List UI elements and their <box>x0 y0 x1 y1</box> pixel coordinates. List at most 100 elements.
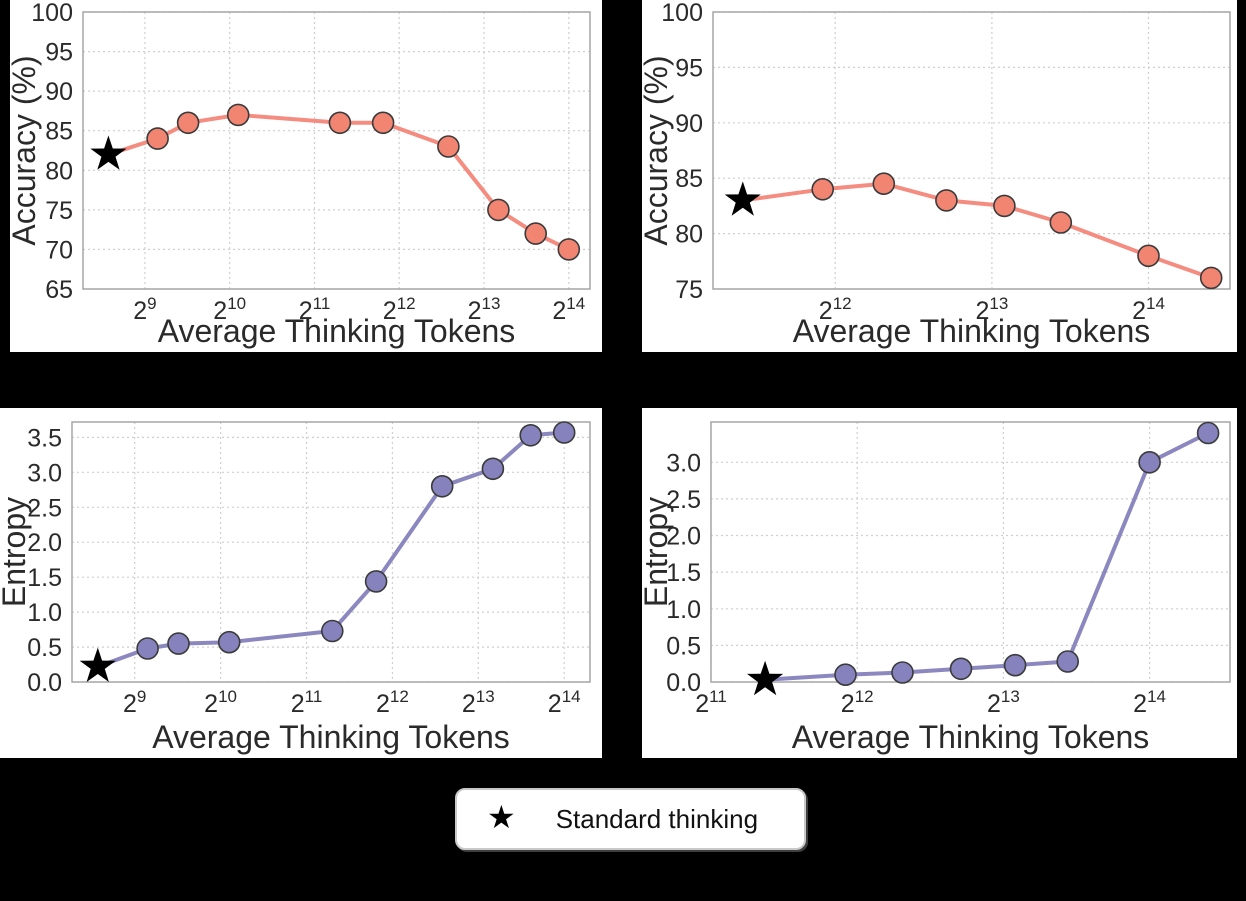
x-tick-label: 214 <box>548 687 581 718</box>
data-point-marker <box>811 178 834 201</box>
star-marker <box>79 647 116 682</box>
data-point-marker <box>487 198 510 222</box>
x-tick-label: 212 <box>376 687 409 718</box>
y-tick-label: 75 <box>675 276 703 304</box>
y-tick-label: 2.0 <box>666 523 701 551</box>
y-tick-label: 75 <box>45 197 73 225</box>
data-point-marker <box>226 103 250 127</box>
data-point-marker <box>437 135 460 158</box>
x-tick-label: 210 <box>204 687 237 718</box>
data-point-marker <box>364 570 388 593</box>
y-tick-label: 1.0 <box>666 596 701 624</box>
data-point-marker <box>430 475 454 498</box>
y-tick-label: 80 <box>45 157 73 185</box>
y-tick-label: 90 <box>675 110 703 138</box>
y-tick-label: 2.5 <box>666 486 701 514</box>
x-tick-label: 211 <box>695 687 727 718</box>
data-point-marker <box>136 637 159 660</box>
axes-spines <box>710 421 1231 683</box>
data-point-marker <box>1196 421 1220 445</box>
y-tick-label: 1.5 <box>666 559 701 587</box>
x-tick-label: 211 <box>299 294 331 325</box>
x-tick-label: 214 <box>1133 687 1166 718</box>
x-tick-label: 213 <box>975 294 1008 325</box>
x-tick-label: 29 <box>123 687 146 718</box>
y-tick-label: 0.0 <box>666 669 701 697</box>
series-line <box>95 430 567 669</box>
y-axis-label: Accuracy (%) <box>10 55 42 245</box>
x-tick-label: 213 <box>462 687 495 718</box>
data-point-marker <box>176 111 200 135</box>
y-tick-label: 3.5 <box>27 424 62 452</box>
data-point-marker <box>167 632 190 655</box>
data-point-marker <box>524 222 548 245</box>
x-tick-label: 211 <box>291 687 323 718</box>
y-tick-label: 3.0 <box>666 449 701 477</box>
chart-panel-entropy-left: 29 210 211 212 213 214 0.0 0.5 1.0 1.5 2.0 2.5 3.0 3.… <box>0 408 602 758</box>
entropy-left-chart: 29 210 211 212 213 214 0.0 0.5 1.0 1.5 2.0 2.5 3.0 3.… <box>0 421 591 755</box>
y-axis-label: Entropy <box>0 497 32 607</box>
axes-spines <box>712 11 1231 290</box>
data-point-marker <box>1003 653 1027 677</box>
star-icon: ★ <box>487 799 516 835</box>
y-axis-label: Accuracy (%) <box>642 55 674 245</box>
data-point-marker <box>519 423 543 447</box>
x-tick-label: 214 <box>552 294 585 325</box>
legend-label: Standard thinking <box>555 803 759 834</box>
chart-panel-accuracy-right: 212 213 214 75 80 85 90 95 100 Average Thinking T… <box>642 0 1237 352</box>
y-tick-label: 85 <box>45 118 73 146</box>
x-tick-label: 213 <box>987 687 1020 718</box>
star-marker <box>90 135 127 170</box>
data-point-marker <box>552 421 576 444</box>
y-tick-label: 90 <box>45 78 73 106</box>
y-tick-label: 2.5 <box>27 494 62 522</box>
y-axis-label: Entropy <box>642 497 674 607</box>
axes-spines <box>82 11 591 290</box>
x-tick-label: 210 <box>213 294 246 325</box>
y-tick-label: 65 <box>45 276 73 304</box>
data-point-marker <box>371 111 395 135</box>
data-point-marker <box>146 127 169 150</box>
data-point-marker <box>1056 650 1080 673</box>
x-axis-label: Average Thinking Tokens <box>158 313 516 349</box>
x-axis-label: Average Thinking Tokens <box>793 313 1151 349</box>
data-point-marker <box>872 172 896 195</box>
data-point-marker <box>935 189 958 212</box>
y-tick-label: 70 <box>45 236 73 264</box>
data-point-marker <box>993 194 1016 218</box>
x-tick-label: 212 <box>841 687 874 718</box>
y-tick-label: 1.5 <box>27 564 62 592</box>
accuracy-left-chart: 29 210 211 212 213 214 65 70 75 80 85 90 95 100 Averag… <box>10 0 591 349</box>
data-point-marker <box>1049 211 1073 234</box>
data-point-marker <box>891 661 914 684</box>
y-tick-label: 0.0 <box>27 669 62 697</box>
x-axis-label: Average Thinking Tokens <box>792 719 1150 755</box>
x-tick-label: 214 <box>1132 294 1165 325</box>
data-point-marker <box>320 619 344 643</box>
y-tick-label: 0.5 <box>666 632 701 660</box>
y-tick-label: 1.0 <box>27 599 62 627</box>
data-point-marker <box>328 111 352 135</box>
y-tick-label: 95 <box>675 54 703 82</box>
data-point-marker <box>1137 244 1160 268</box>
y-tick-label: 95 <box>45 39 73 67</box>
entropy-right-chart: 211 212 213 214 0.0 0.5 1.0 1.5 2.0 2.5 3.0 Average… <box>642 421 1231 755</box>
x-tick-label: 29 <box>133 294 156 325</box>
data-point-marker <box>481 457 505 481</box>
series-line <box>106 112 571 252</box>
y-tick-label: 2.0 <box>27 529 62 557</box>
chart-panel-entropy-right: 211 212 213 214 0.0 0.5 1.0 1.5 2.0 2.5 3.0 Average… <box>642 408 1237 758</box>
data-point-marker <box>1138 450 1161 474</box>
x-tick-label: 212 <box>819 294 852 325</box>
data-point-marker <box>217 630 241 654</box>
axes-spines <box>71 421 591 683</box>
y-tick-label: 100 <box>661 0 703 27</box>
x-axis-label: Average Thinking Tokens <box>152 719 510 755</box>
chart-panel-accuracy-left: 29 210 211 212 213 214 65 70 75 80 85 90 95 100 Averag… <box>10 0 602 352</box>
star-marker <box>747 660 784 696</box>
x-tick-label: 213 <box>468 294 501 325</box>
y-tick-label: 0.5 <box>27 634 62 662</box>
star-marker <box>724 181 761 216</box>
y-tick-label: 80 <box>675 221 703 249</box>
